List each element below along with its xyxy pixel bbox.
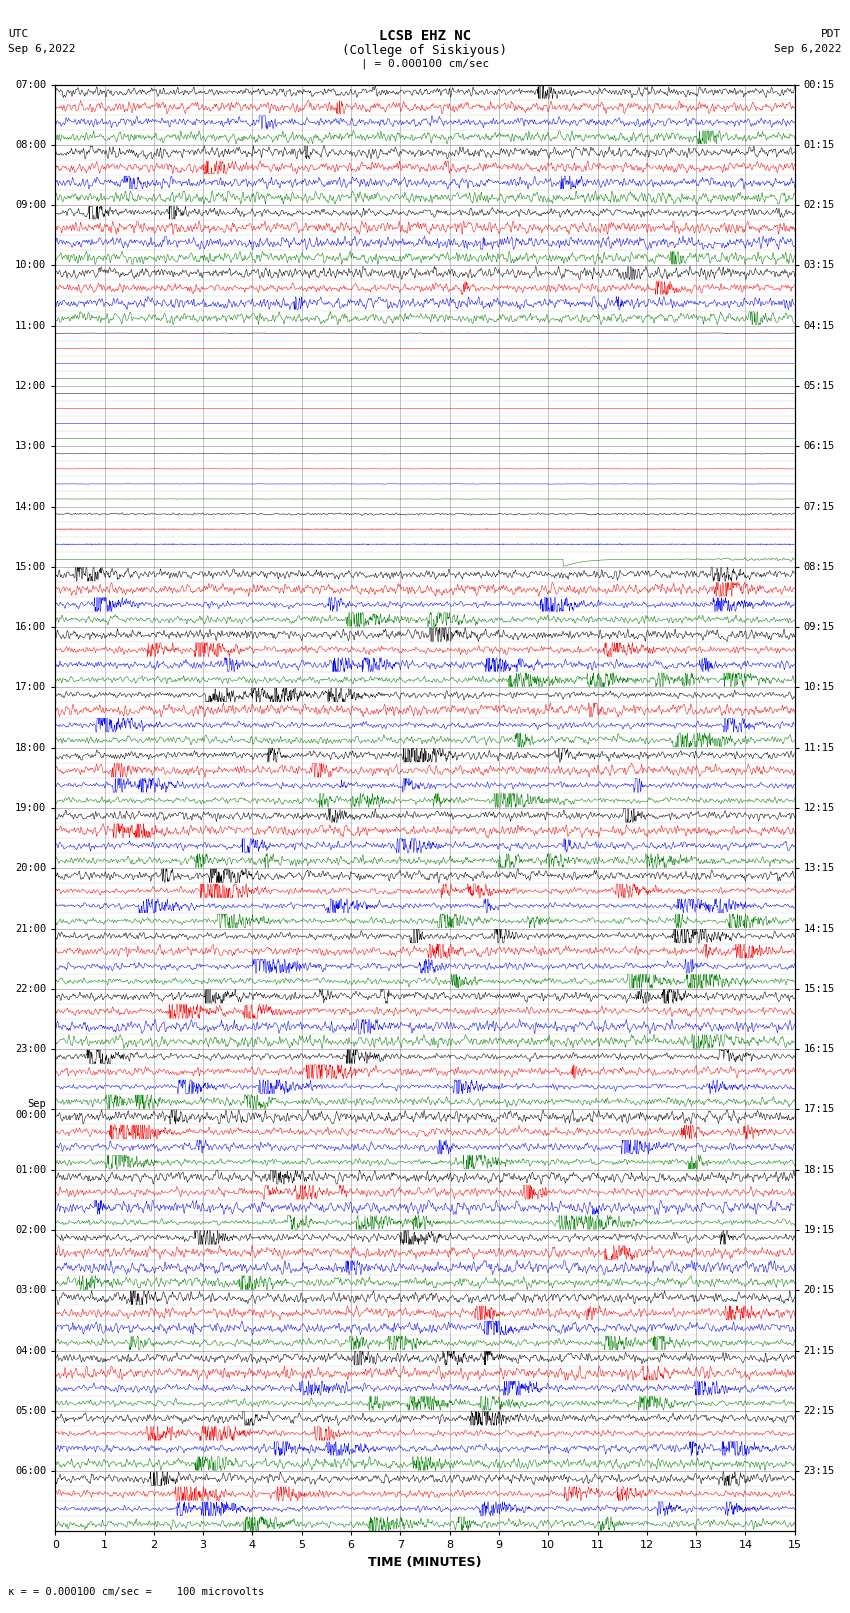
Text: (College of Siskiyous): (College of Siskiyous) [343,44,507,56]
Text: | = 0.000100 cm/sec: | = 0.000100 cm/sec [361,58,489,69]
Text: UTC: UTC [8,29,29,39]
Text: Sep 6,2022: Sep 6,2022 [774,44,842,53]
Text: Sep 6,2022: Sep 6,2022 [8,44,76,53]
Text: κ = = 0.000100 cm/sec =    100 microvolts: κ = = 0.000100 cm/sec = 100 microvolts [8,1587,264,1597]
X-axis label: TIME (MINUTES): TIME (MINUTES) [368,1557,482,1569]
Text: PDT: PDT [821,29,842,39]
Text: LCSB EHZ NC: LCSB EHZ NC [379,29,471,44]
